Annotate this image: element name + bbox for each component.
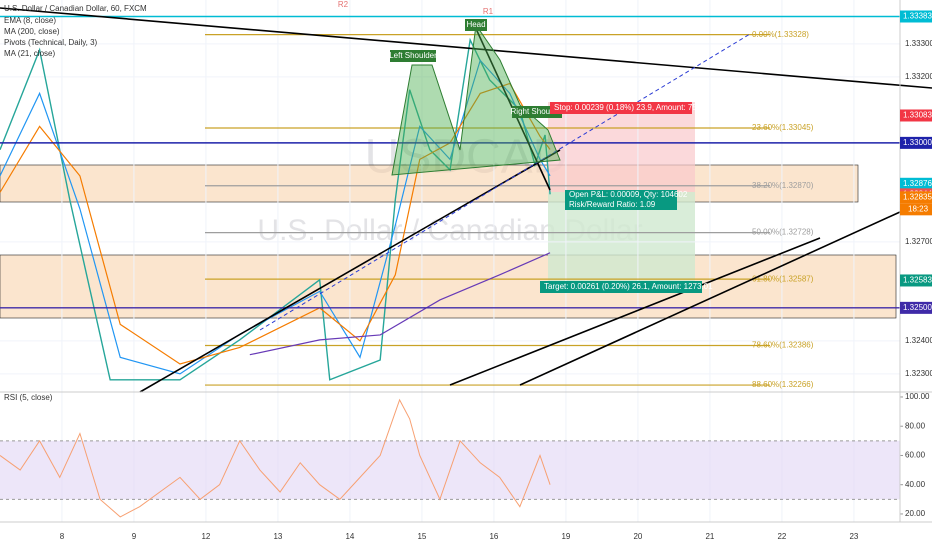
right-shoulder-label: Right Shoulder [511,107,564,116]
price-label: 1.32835 [903,192,932,201]
price-label-bg [900,10,932,23]
x-tick-label: 14 [345,532,354,541]
rsi-tick-label: 60.00 [905,451,926,460]
rsi-tick-label: 20.00 [905,509,926,518]
price-label: 1.33383 [903,12,932,21]
pnl-label: Open P&L: 0.00009, Qty: 104602 [569,190,688,199]
x-tick-label: 23 [849,532,858,541]
fib-label: 61.80%(1.32587) [752,274,814,283]
channel-line [449,237,821,386]
y-tick-label: 1.33300 [905,39,932,48]
trend-line [0,7,932,89]
price-label: 1.32876 [903,179,932,188]
left-shoulder-label: Left Shoulder [389,51,437,60]
x-tick-label: 20 [633,532,642,541]
fib-trend [259,33,751,331]
price-label-bg [900,109,932,122]
stop-bg [550,102,692,114]
legend: EMA (8, close) MA (200, close) Pivots (Tec… [4,16,98,58]
rr-label: Risk/Reward Ratio: 1.09 [569,200,656,209]
channel-line [519,211,901,386]
price-label-bg [900,191,932,204]
fib-label: 78.60%(1.32386) [752,341,814,350]
pivot-label: R2 [338,0,349,9]
grid [0,0,903,522]
neckline [139,149,561,393]
supply-zone [0,164,859,203]
y-tick-label: 1.32700 [905,237,932,246]
indicator-label: MA (200, close) [4,27,60,36]
fib-label: 0.00%(1.33328) [752,30,809,39]
x-tick-label: 16 [489,532,498,541]
rsi-tick-label: 100.00 [905,392,930,401]
x-tick-label: 21 [705,532,714,541]
rsi-tick-label: 40.00 [905,480,926,489]
x-tick-label: 8 [60,532,65,541]
stop-box [548,102,695,192]
fib-label: 38.20%(1.32870) [752,181,814,190]
indicator-label: Pivots (Technical, Daily, 3) [4,38,98,47]
stop-label: Stop: 0.00239 (0.18%) 23.9, Amount: 750 [554,103,702,112]
x-tick-label: 13 [273,532,282,541]
fib-label: 23.60%(1.33045) [752,123,814,132]
x-tick-label: 22 [777,532,786,541]
label-bg [512,106,562,118]
label-bg [465,19,487,31]
rr-bg [565,200,677,210]
price-label: 1.32500 [903,303,932,312]
x-tick-label: 19 [561,532,570,541]
price-label-bg [900,301,932,314]
price-label: 1.33083 [903,111,932,120]
fib-label: 50.00%(1.32728) [752,228,814,237]
target-label: Target: 0.00261 (0.20%) 26.1, Amount: 12… [544,282,713,291]
y-tick-label: 1.33200 [905,72,932,81]
indicator-label: MA (21, close) [4,49,55,58]
price-label: 1.33000 [903,138,932,147]
price-label-bg [900,136,932,149]
chart-title: U.S. Dollar / Canadian Dollar, 60, FXCM [4,4,147,13]
pivot-label: R1 [483,7,494,16]
rsi-line [0,398,551,518]
rsi-title: RSI (5, close) [4,393,53,402]
x-tick-label: 12 [201,532,210,541]
plot: 0.00%(1.33328) 23.60%(1.33045) 38.20%(1.32… [0,15,900,518]
x-tick-label: 15 [417,532,426,541]
countdown-label: 18:23 [908,204,929,213]
pnl-bg [565,190,677,201]
price-label-bg [900,274,932,287]
x-tick-label: 9 [132,532,137,541]
countdown-bg [900,203,932,216]
fib-label: 88.60%(1.32266) [752,380,814,389]
price-line [249,252,551,356]
price-label-bg [900,177,932,190]
price-line [0,82,551,365]
rsi-tick-label: 80.00 [905,421,926,430]
indicator-label: EMA (8, close) [4,16,56,25]
y-tick-label: 1.32300 [905,369,932,378]
head-shoulders [391,23,561,176]
label-bg [390,50,436,62]
trend-lines [0,7,932,393]
target-bg [540,281,702,293]
head-label: Head [466,20,485,29]
price-label: 1.32583 [903,276,932,285]
y-tick-label: 1.32400 [905,336,932,345]
